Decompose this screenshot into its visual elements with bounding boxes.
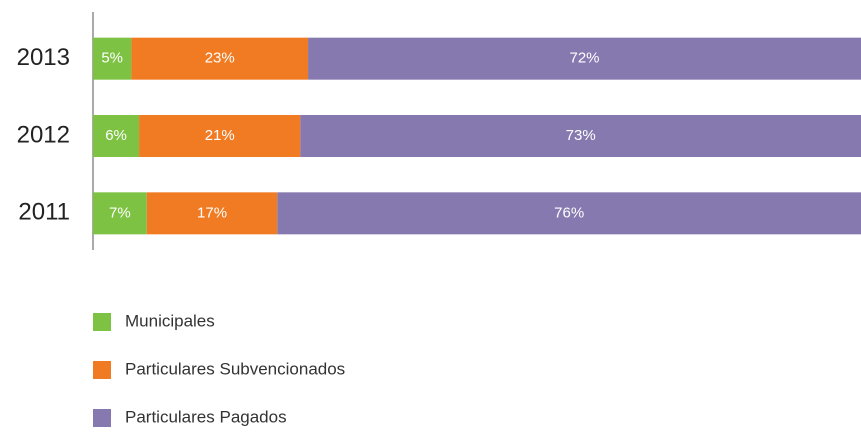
- data-label: 72%: [570, 50, 600, 67]
- bar-segment: [139, 115, 301, 157]
- y-tick-label: 2013: [17, 44, 70, 71]
- legend-label: Particulares Pagados: [125, 407, 287, 426]
- bar-segment: [93, 115, 140, 157]
- data-label: 76%: [554, 204, 584, 221]
- bar-segment: [93, 37, 132, 80]
- data-label: 21%: [205, 127, 235, 144]
- bar-segment: [131, 37, 309, 80]
- legend-swatch: [93, 313, 111, 331]
- data-label: 17%: [197, 204, 227, 221]
- data-label: 5%: [101, 50, 123, 67]
- y-tick-label: 2011: [18, 199, 70, 226]
- legend-label: Municipales: [125, 311, 215, 330]
- data-label: 23%: [205, 50, 235, 67]
- bar-segment: [93, 192, 147, 235]
- legend-swatch: [93, 361, 111, 379]
- data-label: 7%: [109, 204, 131, 221]
- legend-swatch: [93, 409, 111, 427]
- bar-segment: [300, 115, 861, 157]
- bar-segment: [308, 37, 861, 80]
- y-tick-label: 2012: [17, 121, 70, 148]
- bar-segment: [146, 192, 278, 235]
- legend-label: Particulares Subvencionados: [125, 359, 345, 378]
- bar-segment: [277, 192, 861, 235]
- data-label: 6%: [105, 127, 127, 144]
- data-label: 73%: [566, 127, 596, 144]
